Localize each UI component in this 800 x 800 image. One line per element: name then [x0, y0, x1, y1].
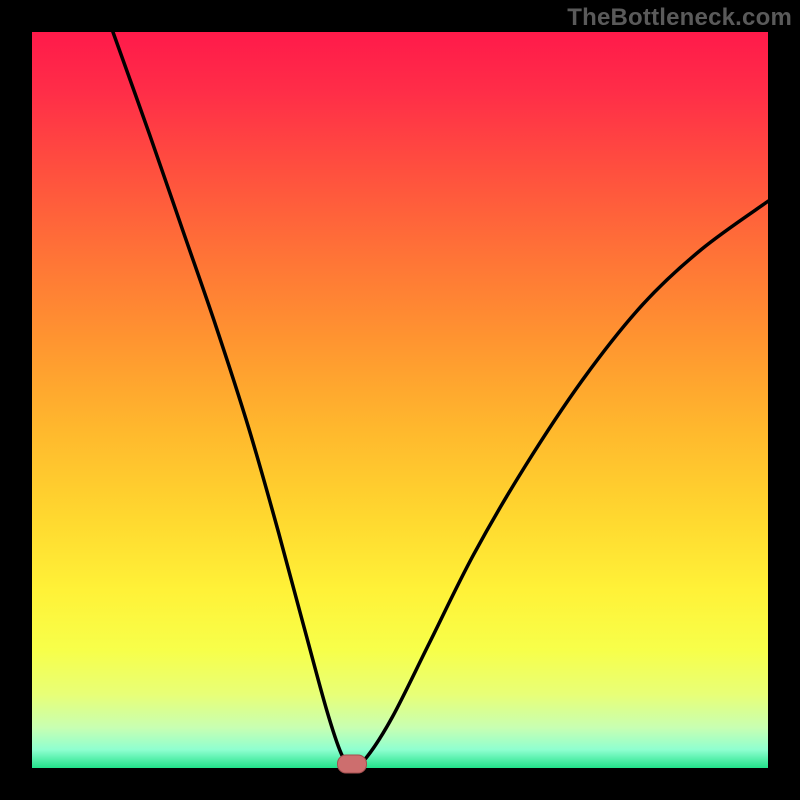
watermark-text: TheBottleneck.com	[567, 4, 792, 32]
gradient-background	[32, 32, 768, 768]
minimum-marker	[337, 754, 367, 773]
plot-area	[32, 32, 768, 768]
chart-canvas: TheBottleneck.com	[0, 0, 800, 800]
